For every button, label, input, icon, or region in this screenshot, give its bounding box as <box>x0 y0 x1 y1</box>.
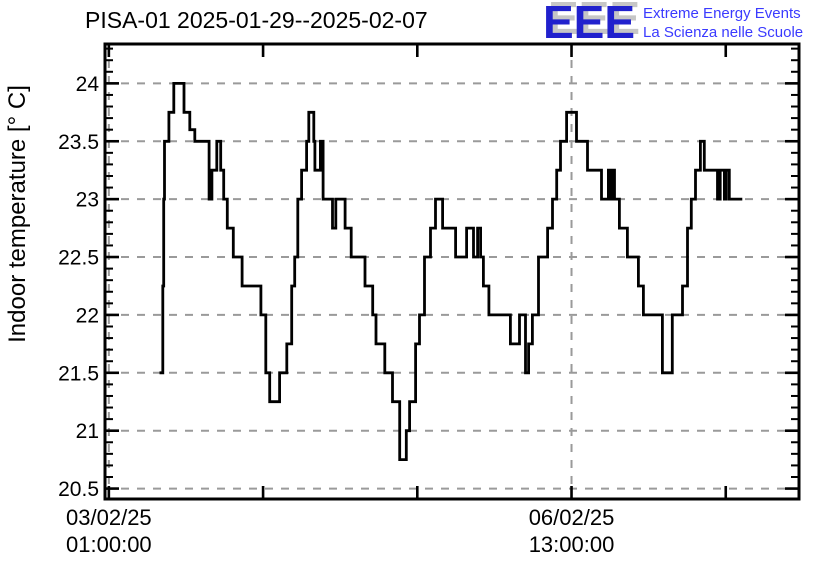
y-tick-label: 23 <box>76 189 99 212</box>
temperature-series-line <box>159 82 743 461</box>
x-tick-label-time: 13:00:00 <box>529 532 615 557</box>
x-tick-label-date: 06/02/25 <box>529 505 615 530</box>
eee-logo-line1: Extreme Energy Events <box>643 5 801 22</box>
eee-logo-line2: La Scienza nelle Scuole <box>643 24 804 41</box>
y-tick-label: 22.5 <box>58 247 99 270</box>
y-tick-label: 22 <box>76 304 99 327</box>
chart-title: PISA-01 2025-01-29--2025-02-07 <box>85 7 428 33</box>
y-tick-label: 21.5 <box>58 362 99 385</box>
y-tick-label: 20.5 <box>58 478 99 501</box>
y-tick-label: 24 <box>76 73 100 96</box>
y-axis-title: Indoor temperature [° C] <box>4 85 31 343</box>
y-tick-label: 23.5 <box>58 131 99 154</box>
plot-frame <box>103 42 801 501</box>
x-tick-label-time: 01:00:00 <box>66 532 152 557</box>
y-tick-label: 21 <box>76 420 99 443</box>
eee-logo-text: Extreme Energy Events La Scienza nelle S… <box>643 1 803 42</box>
eee-logo: EEE Extreme Energy Events La Scienza nel… <box>543 0 803 48</box>
x-tick-label-date: 03/02/25 <box>66 505 152 530</box>
eee-logo-acronym: EEE <box>543 0 636 48</box>
